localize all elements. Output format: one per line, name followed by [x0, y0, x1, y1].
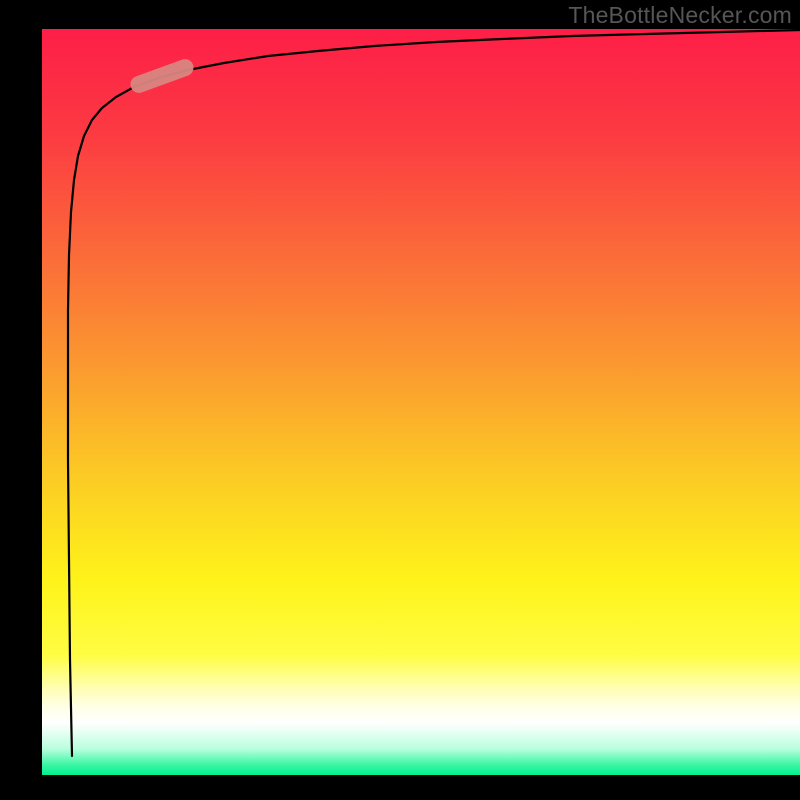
background-gradient — [42, 29, 800, 775]
plot-svg — [0, 0, 800, 800]
watermark-text: TheBottleNecker.com — [568, 2, 792, 29]
frame-border-left — [0, 0, 42, 800]
chart-root: TheBottleNecker.com — [0, 0, 800, 800]
frame-border-bottom — [0, 775, 800, 800]
